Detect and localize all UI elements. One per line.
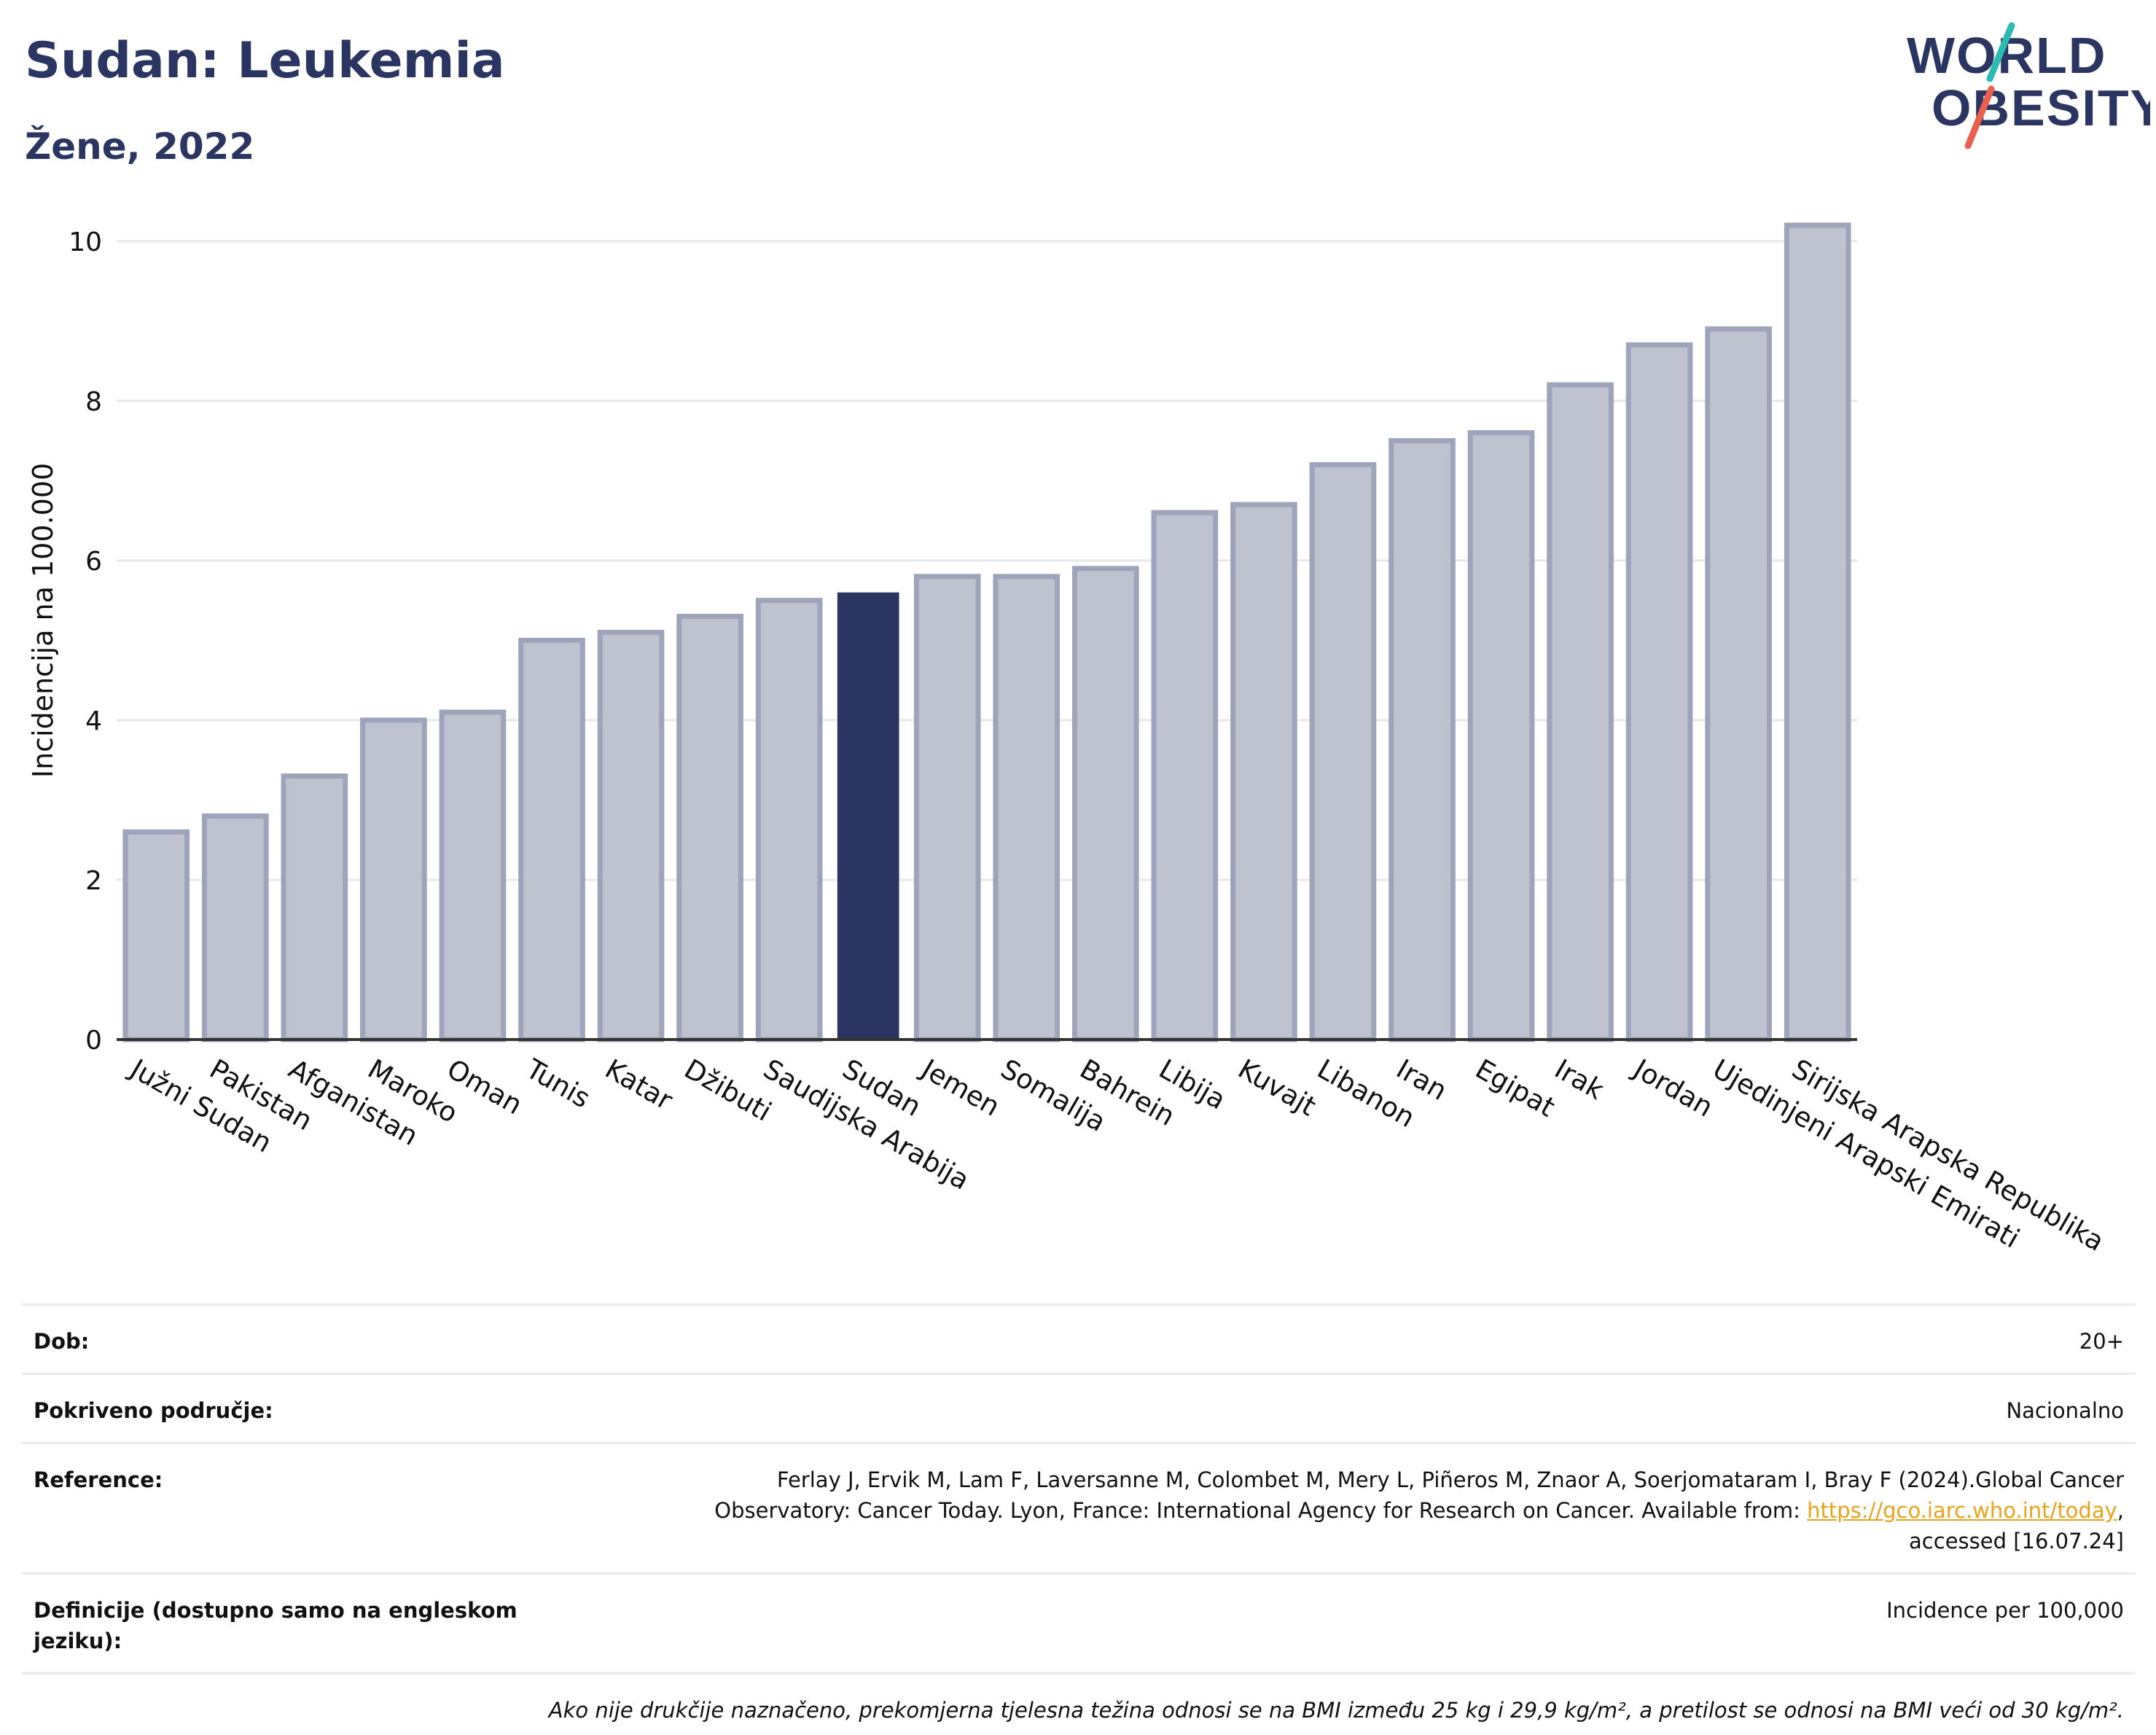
reference-line-1: Ferlay J, Ervik M, Lam F, Laversanne M, …	[776, 1467, 2124, 1492]
reference-line-2-end: ,	[2117, 1498, 2124, 1523]
bar	[1547, 382, 1614, 1042]
reference-line-3: accessed [16.07.24]	[1909, 1529, 2124, 1553]
bar-highlighted	[837, 592, 899, 1040]
reference-line-2: Observatory: Cancer Today. Lyon, France:…	[714, 1498, 1808, 1523]
bar	[676, 614, 743, 1042]
x-tick-label: Katar	[600, 1053, 679, 1117]
info-label-coverage: Pokriveno područje:	[22, 1373, 541, 1443]
info-row-reference: Reference: Ferlay J, Ervik M, Lam F, Lav…	[22, 1442, 2136, 1574]
bar	[913, 574, 981, 1042]
logo-slash-coral	[1964, 85, 1995, 149]
x-tick-label: Tunis	[520, 1053, 595, 1114]
bar	[755, 598, 823, 1042]
bar	[1071, 566, 1139, 1042]
info-value-age: 20+	[541, 1303, 2136, 1374]
bar	[1467, 430, 1535, 1042]
bar	[1309, 461, 1377, 1042]
info-value-coverage: Nacionalno	[541, 1373, 2136, 1443]
x-tick-label: Jordan	[1627, 1053, 1718, 1123]
bar	[1230, 502, 1297, 1042]
x-tick-label: Kuvajt	[1233, 1053, 1321, 1123]
bar	[518, 637, 585, 1042]
x-tick-label: Jemen	[915, 1053, 1005, 1123]
bar	[1784, 222, 1851, 1042]
info-row-definitions: Definicije (dostupno samo na engleskom j…	[22, 1572, 2136, 1674]
logo-text-obesity: OBESITY	[1932, 79, 2150, 136]
world-obesity-logo: WORLD OBESITY	[1907, 22, 2150, 149]
y-tick-labels: 0 2 4 6 8 10	[69, 227, 102, 1056]
reference-link[interactable]: https://gco.iarc.who.int/today	[1807, 1498, 2117, 1523]
bar	[281, 773, 348, 1042]
bar	[597, 629, 665, 1042]
page-subtitle: Žene, 2022	[25, 125, 255, 168]
x-tick-label: Egipat	[1470, 1053, 1561, 1123]
bar	[993, 574, 1061, 1042]
info-note: Ako nije drukčije naznačeno, prekomjerna…	[22, 1672, 2136, 1735]
bars	[122, 222, 1851, 1042]
x-tick-labels: Južni SudanPakistanAfganistanMarokoOmanT…	[124, 1053, 2109, 1258]
info-label-age: Dob:	[22, 1303, 541, 1374]
bar	[1705, 326, 1773, 1042]
bar	[360, 717, 427, 1042]
y-tick-label: 6	[85, 547, 102, 577]
y-tick-label: 4	[85, 706, 102, 736]
bar-chart: 0 2 4 6 8 10 Južni SudanPakistanAfganistanMar…	[27, 222, 2109, 1258]
info-row-age: Dob: 20+	[22, 1303, 2136, 1374]
bar	[122, 829, 190, 1042]
info-label-definitions: Definicije (dostupno samo na engleskom j…	[22, 1572, 541, 1674]
y-axis-title: Incidencija na 100.000	[27, 463, 59, 778]
x-tick-label: Sirijska Arapska Republika	[1786, 1053, 2109, 1258]
y-tick-label: 8	[85, 387, 102, 417]
info-value-reference: Ferlay J, Ervik M, Lam F, Laversanne M, …	[541, 1442, 2136, 1574]
info-label-reference: Reference:	[22, 1442, 541, 1574]
page-title: Sudan: Leukemia	[25, 32, 505, 90]
x-tick-label: Džibuti	[679, 1053, 777, 1128]
y-tick-label: 10	[69, 227, 102, 257]
y-tick-label: 0	[85, 1026, 102, 1056]
y-tick-label: 2	[85, 866, 102, 896]
bar	[1151, 510, 1219, 1042]
bar	[1625, 342, 1693, 1042]
info-value-definitions: Incidence per 100,000	[541, 1572, 2136, 1674]
info-row-note: Ako nije drukčije naznačeno, prekomjerna…	[22, 1672, 2136, 1735]
info-table: Dob: 20+ Pokriveno područje: Nacionalno …	[22, 1303, 2136, 1735]
bar	[201, 813, 269, 1042]
bar	[1388, 438, 1456, 1042]
bar	[439, 709, 507, 1042]
logo-slash-teal	[1986, 22, 2015, 82]
info-row-coverage: Pokriveno područje: Nacionalno	[22, 1373, 2136, 1443]
